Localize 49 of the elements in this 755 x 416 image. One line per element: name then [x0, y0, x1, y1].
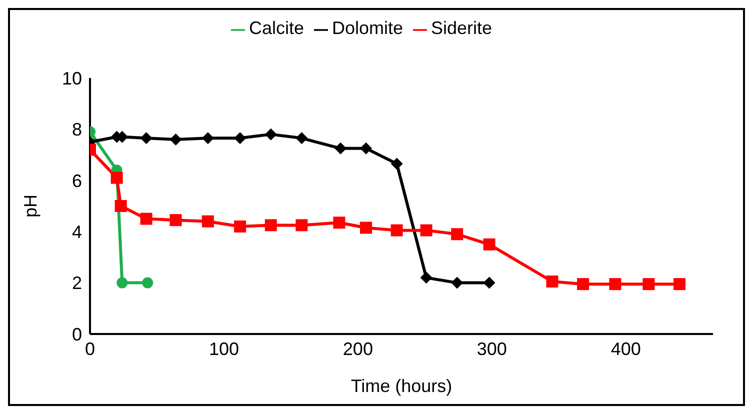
- point: [483, 276, 496, 289]
- point: [390, 158, 403, 170]
- point: [110, 172, 123, 184]
- point: [234, 220, 246, 232]
- point: [264, 128, 277, 140]
- point: [170, 133, 182, 146]
- point: [334, 142, 347, 154]
- point: [202, 215, 214, 228]
- point: [140, 132, 152, 144]
- point: [609, 278, 622, 290]
- point: [170, 214, 182, 226]
- y-axis-title: pH: [20, 194, 40, 218]
- point: [420, 224, 432, 236]
- point: [333, 216, 346, 229]
- x-axis-title: Time (hours): [350, 376, 452, 396]
- x-tick-label: 0: [84, 338, 96, 359]
- point: [451, 276, 464, 289]
- point: [114, 200, 127, 212]
- y-tick-label: 8: [72, 120, 82, 140]
- legend-label: Dolomite: [332, 18, 404, 38]
- y-tick-label: 2: [72, 273, 82, 294]
- point: [264, 219, 277, 232]
- y-tick-label: 6: [72, 170, 82, 191]
- y-tick-label: 10: [62, 68, 82, 88]
- point: [296, 219, 308, 232]
- x-tick-label: 100: [208, 338, 239, 359]
- point: [451, 228, 464, 240]
- point: [202, 132, 214, 144]
- y-tick-label: 0: [72, 324, 82, 344]
- x-tick-label: 200: [342, 338, 373, 359]
- point: [483, 238, 496, 250]
- point: [390, 224, 403, 236]
- point: [234, 132, 246, 144]
- point: [577, 278, 590, 290]
- x-tick-label: 400: [610, 338, 641, 359]
- x-tick-label: 300: [476, 338, 507, 359]
- legend-label: Siderite: [431, 18, 492, 38]
- point: [142, 277, 154, 288]
- legend-label: Calcite: [248, 18, 304, 38]
- y-tick-label: 4: [72, 222, 82, 242]
- point: [360, 222, 372, 234]
- point: [140, 212, 152, 225]
- point: [420, 272, 432, 284]
- point: [546, 276, 558, 288]
- point: [674, 278, 686, 290]
- point: [116, 277, 128, 288]
- point: [642, 278, 655, 290]
- point: [360, 142, 372, 154]
- point: [296, 132, 308, 144]
